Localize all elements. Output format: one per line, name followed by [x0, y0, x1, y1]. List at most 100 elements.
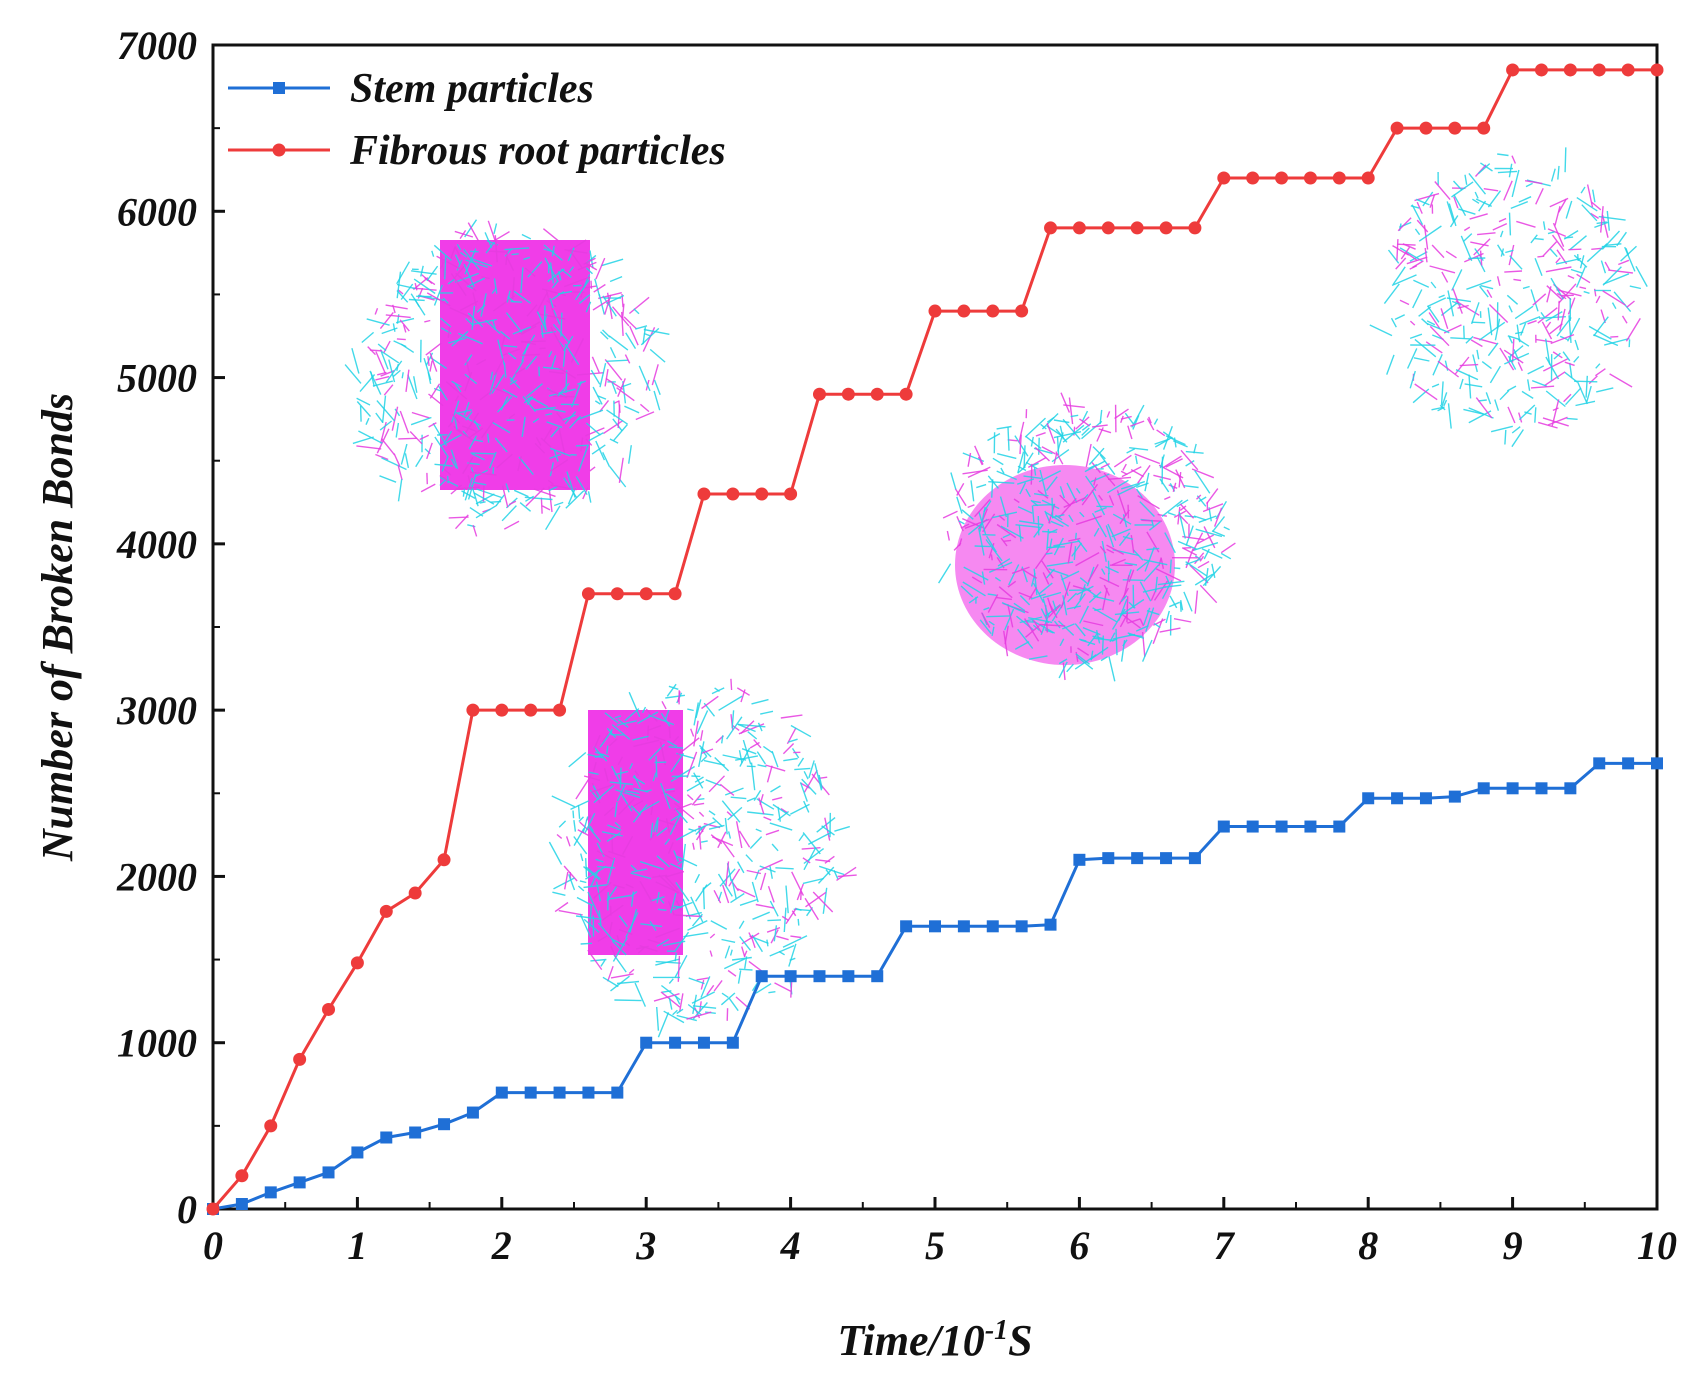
data-point [669, 1036, 682, 1049]
data-point [1621, 63, 1635, 77]
data-point [1333, 820, 1346, 833]
y-tick-label: 6000 [117, 189, 197, 234]
data-point [1044, 918, 1057, 931]
x-tick-label: 4 [780, 1223, 801, 1268]
data-point [900, 920, 913, 933]
data-point [1246, 171, 1260, 185]
x-tick-label: 2 [491, 1223, 512, 1268]
data-point [1101, 221, 1115, 235]
legend-marker-fibrous-root [272, 143, 286, 157]
data-point [553, 703, 567, 717]
data-point [668, 587, 682, 601]
inset-fracture-pattern [938, 392, 1236, 682]
y-axis-title: Number of Broken Bonds [33, 393, 82, 862]
series-layer [206, 63, 1664, 1216]
x-tick-label: 7 [1214, 1223, 1236, 1268]
data-point [1593, 757, 1606, 770]
y-tick-label: 5000 [117, 356, 197, 401]
data-point [610, 587, 624, 601]
data-point [379, 904, 393, 918]
data-point [899, 387, 913, 401]
data-point [697, 1036, 710, 1049]
data-point [1563, 63, 1577, 77]
data-point [1072, 221, 1086, 235]
data-point [466, 1106, 479, 1119]
x-tick-label: 10 [1637, 1223, 1677, 1268]
data-point [495, 1086, 508, 1099]
plot-frame [211, 43, 1659, 1211]
data-point [1534, 63, 1548, 77]
data-point [293, 1176, 306, 1189]
data-point [1332, 171, 1346, 185]
data-point [1622, 757, 1635, 770]
data-point [1217, 171, 1231, 185]
data-point [351, 1146, 364, 1159]
y-tick-label: 4000 [116, 522, 197, 567]
y-tick-label: 3000 [116, 688, 197, 733]
data-point [929, 920, 941, 933]
data-point [350, 956, 364, 970]
data-point [1506, 782, 1519, 795]
data-point [957, 304, 971, 318]
data-point [1391, 792, 1404, 805]
data-point [870, 387, 884, 401]
data-point [264, 1119, 278, 1133]
data-point [409, 1126, 422, 1139]
x-tick-label: 3 [635, 1223, 656, 1268]
data-point [755, 970, 768, 983]
data-point [784, 487, 798, 501]
data-point [640, 1036, 653, 1049]
data-point [1275, 171, 1289, 185]
data-point [437, 853, 451, 867]
series-stem-particles [207, 757, 1663, 1215]
data-point [1188, 221, 1202, 235]
data-point [1044, 221, 1058, 235]
series-fibrous-root-particles [206, 63, 1664, 1216]
data-point [986, 920, 999, 933]
data-point [611, 1086, 624, 1099]
data-point [495, 703, 509, 717]
data-point [1130, 221, 1144, 235]
data-point [322, 1002, 336, 1016]
data-point [1506, 63, 1520, 77]
data-point [1419, 792, 1432, 805]
data-point [553, 1086, 566, 1099]
data-point [986, 304, 1000, 318]
data-point [1160, 852, 1173, 865]
data-point [1102, 852, 1115, 865]
data-point [1535, 782, 1548, 795]
x-tick-label: 1 [347, 1223, 367, 1268]
x-tick-label: 0 [203, 1223, 223, 1268]
particle-inset-images [344, 147, 1648, 1038]
axis-tick-labels: 0 1 2 3 4 5 6 7 8 9 10 0 1000 2000 3000 4000 5000 6000 700… [116, 23, 1677, 1268]
inset-fracture-pattern [344, 219, 670, 537]
data-point [1448, 790, 1461, 803]
data-point [293, 1052, 307, 1066]
data-point [1448, 121, 1462, 135]
data-point [438, 1118, 451, 1131]
data-point [235, 1198, 248, 1211]
data-point [1303, 171, 1317, 185]
data-point [408, 886, 422, 900]
data-point [1015, 920, 1028, 933]
data-point [957, 920, 970, 933]
series-line-fibrous-root-particles [211, 68, 1657, 1210]
data-point [524, 1086, 537, 1099]
inset-fracture-pattern [548, 678, 857, 1038]
data-point [235, 1169, 249, 1183]
y-tick-label: 0 [177, 1187, 197, 1232]
data-point [1361, 171, 1375, 185]
x-axis-title: Time/10-1S [837, 1315, 1032, 1365]
data-point [726, 1036, 739, 1049]
data-point [1419, 121, 1433, 135]
data-point [812, 387, 826, 401]
legend-label-stem: Stem particles [350, 66, 594, 112]
x-tick-label: 6 [1069, 1223, 1089, 1268]
data-point [1073, 853, 1086, 866]
data-point [524, 703, 538, 717]
data-point [322, 1166, 335, 1179]
data-point [1651, 757, 1663, 770]
x-tick-label: 9 [1503, 1223, 1523, 1268]
x-tick-label: 8 [1358, 1223, 1378, 1268]
data-point [581, 587, 595, 601]
